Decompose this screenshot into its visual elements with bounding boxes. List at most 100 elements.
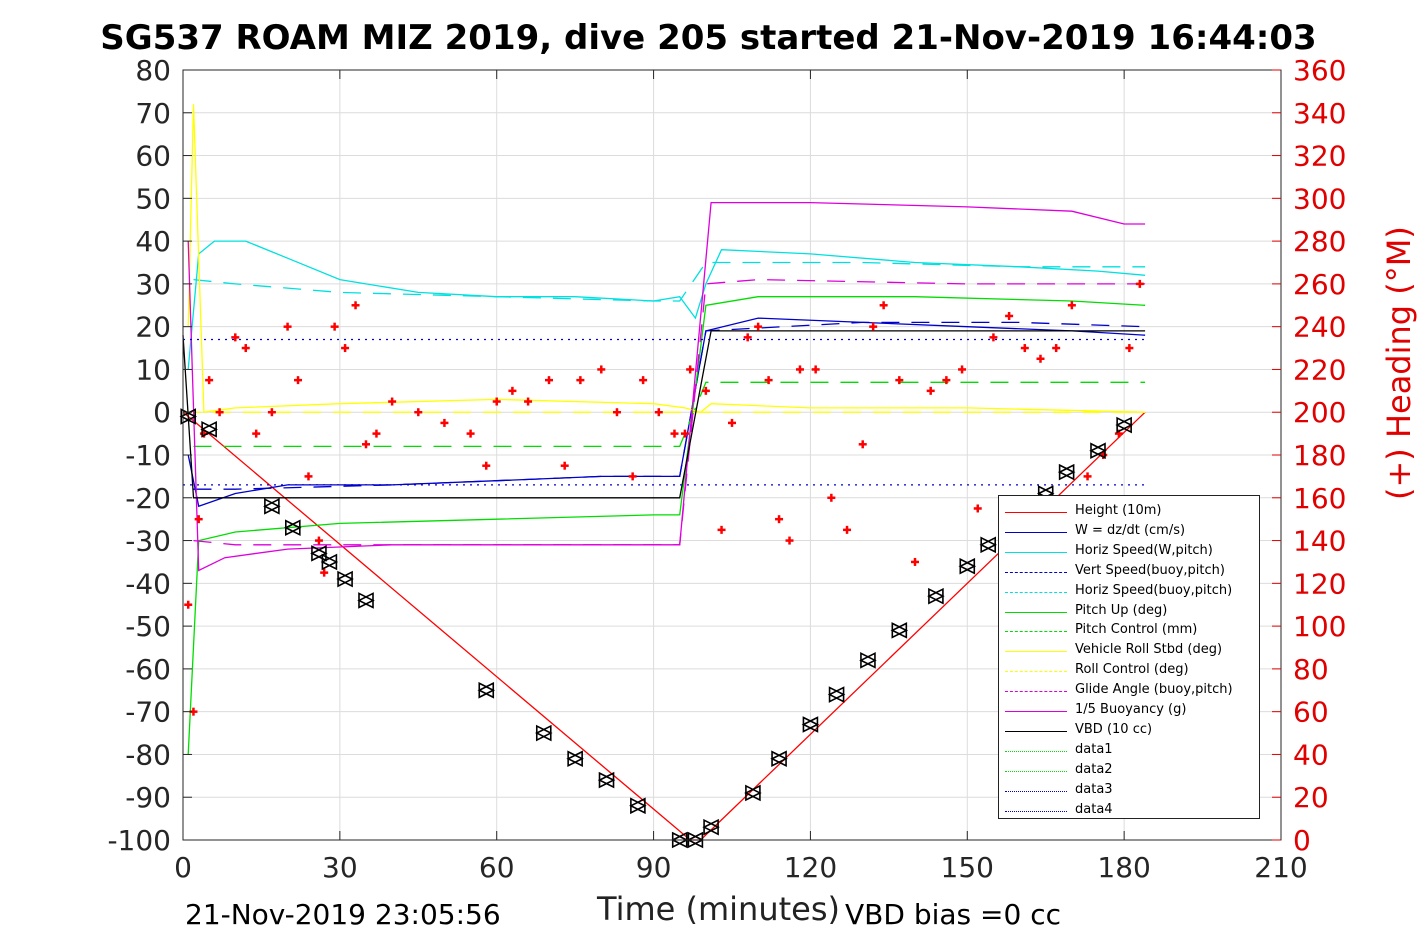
position-marker (859, 652, 877, 669)
y2-tick-label: 100 (1293, 610, 1346, 643)
y-tick-label: 50 (135, 182, 171, 215)
legend-label: Horiz Speed(buoy,pitch) (1075, 582, 1233, 598)
legend-label: Height (10m) (1075, 503, 1162, 518)
position-marker (979, 536, 997, 554)
position-marker (744, 784, 762, 802)
heading-marker (628, 472, 637, 481)
legend-label: data1 (1075, 741, 1113, 757)
y-tick-label: 20 (135, 311, 171, 344)
legend-entry: data4 (999, 801, 1259, 821)
legend-swatch (1005, 571, 1067, 573)
x-tick-label: 0 (174, 851, 192, 884)
legend-label: Vert Speed(buoy,pitch) (1075, 562, 1225, 578)
y2-tick-label: 140 (1293, 525, 1346, 558)
heading-marker (1125, 344, 1134, 353)
legend-swatch (1005, 611, 1067, 613)
heading-marker (1135, 279, 1144, 288)
heading-marker (686, 365, 695, 374)
legend-label: 1/5 Buoyancy (g) (1075, 702, 1187, 717)
heading-marker (231, 333, 240, 342)
legend-swatch (1005, 651, 1067, 653)
position-marker (890, 622, 909, 639)
legend-label: Horiz Speed(W,pitch) (1075, 542, 1213, 558)
heading-marker (1020, 344, 1029, 353)
heading-marker (670, 429, 679, 438)
position-marker (566, 750, 584, 768)
heading-marker (743, 333, 752, 342)
y-tick-label: -30 (125, 525, 171, 558)
position-marker (770, 750, 788, 768)
chart-legend: Height (10m) W = dz/dt (cm/s) Horiz Speed(… (998, 495, 1260, 819)
legend-swatch (1005, 531, 1067, 533)
heading-marker (728, 418, 736, 427)
y-tick-label: -100 (107, 824, 171, 857)
y2-tick-label: 40 (1293, 738, 1329, 771)
heading-marker (267, 408, 276, 417)
heading-marker (764, 376, 773, 385)
legend-swatch (1005, 770, 1067, 772)
x-tick-label: 30 (322, 851, 358, 884)
series-line (187, 317, 1146, 508)
heading-marker (795, 365, 804, 374)
legend-swatch (1005, 730, 1067, 732)
heading-marker (879, 301, 888, 310)
heading-marker (717, 525, 726, 534)
legend-entry: Vehicle Roll Stbd (deg) (999, 641, 1259, 661)
legend-entry: Pitch Up (deg) (999, 602, 1259, 622)
y-tick-label: -70 (125, 696, 171, 729)
legend-swatch (1005, 750, 1067, 752)
heading-marker (911, 557, 919, 566)
y2-tick-label: 160 (1293, 482, 1346, 515)
legend-swatch (1005, 551, 1067, 553)
chart-title: SG537 ROAM MIZ 2019, dive 205 started 21… (100, 18, 1317, 58)
position-marker (310, 545, 328, 562)
heading-marker (942, 376, 951, 385)
position-marker (1089, 442, 1107, 460)
heading-marker (858, 440, 867, 449)
heading-marker (639, 376, 648, 385)
footer-timestamp: 21-Nov-2019 23:05:56 (185, 898, 501, 931)
y-tick-label: -80 (125, 738, 171, 771)
legend-label: Vehicle Roll Stbd (deg) (1075, 642, 1223, 658)
heading-marker (973, 504, 982, 513)
legend-label: Roll Control (deg) (1075, 662, 1189, 678)
position-marker (827, 686, 846, 703)
y-tick-label: 0 (153, 396, 171, 429)
position-marker (1115, 416, 1133, 434)
position-marker (801, 716, 820, 733)
heading-marker (560, 461, 569, 470)
heading-marker (304, 472, 313, 481)
y2-tick-label: 20 (1293, 781, 1329, 814)
heading-marker (492, 397, 501, 406)
legend-label: Pitch Up (deg) (1075, 602, 1168, 618)
heading-marker (252, 429, 261, 438)
heading-marker (440, 418, 449, 427)
position-marker (1057, 463, 1076, 481)
legend-label: data2 (1075, 761, 1113, 777)
heading-marker (388, 397, 397, 406)
legend-entry: Horiz Speed(W,pitch) (999, 542, 1259, 562)
heading-marker (341, 344, 350, 353)
heading-marker (612, 408, 621, 417)
heading-marker (827, 493, 836, 502)
legend-label: Pitch Control (mm) (1075, 622, 1198, 638)
heading-marker (680, 429, 689, 438)
legend-label: W = dz/dt (cm/s) (1075, 522, 1186, 538)
y2-tick-label: 360 (1293, 54, 1346, 87)
series-line (193, 278, 1146, 546)
y2-tick-label: 200 (1293, 396, 1346, 429)
series-line (187, 201, 1146, 572)
legend-label: data4 (1075, 801, 1113, 817)
y-tick-label: -90 (125, 781, 171, 814)
y2-tick-label: 180 (1293, 439, 1346, 472)
heading-marker (215, 408, 224, 417)
y-tick-label: 40 (135, 225, 171, 258)
y-tick-label: -50 (125, 610, 171, 643)
legend-entry: Horiz Speed(buoy,pitch) (999, 582, 1259, 602)
y2-tick-label: 240 (1293, 311, 1346, 344)
legend-swatch (1005, 691, 1067, 693)
heading-marker (545, 376, 553, 385)
legend-swatch (1005, 631, 1067, 633)
y-tick-label: -60 (125, 653, 171, 686)
